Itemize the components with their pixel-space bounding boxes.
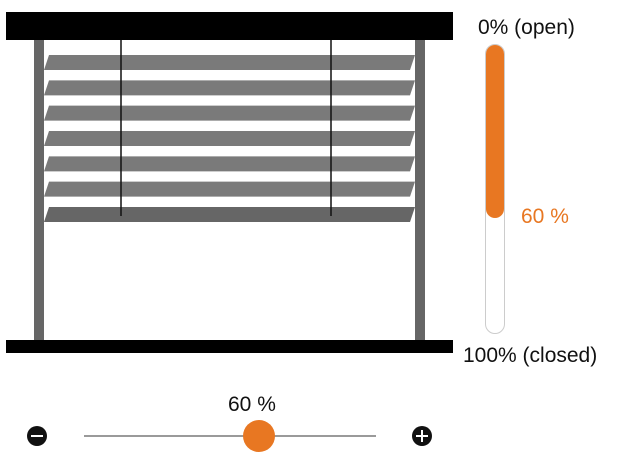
level-indicator-fill bbox=[486, 45, 504, 218]
lift-cords bbox=[120, 40, 332, 216]
level-value-label: 60 % bbox=[521, 205, 569, 228]
level-indicator bbox=[485, 44, 505, 334]
open-label: 0% (open) bbox=[478, 16, 575, 39]
left-frame-post bbox=[34, 40, 44, 340]
right-frame-post bbox=[415, 40, 425, 340]
position-slider-thumb[interactable] bbox=[243, 420, 276, 452]
position-slider-track[interactable] bbox=[84, 435, 376, 437]
increase-button[interactable] bbox=[412, 426, 432, 446]
slider-value-label: 60 % bbox=[228, 393, 276, 416]
slat bbox=[44, 131, 415, 146]
slat bbox=[44, 80, 415, 96]
slat bbox=[44, 207, 415, 222]
bottom-rail bbox=[6, 340, 453, 353]
slat bbox=[44, 156, 415, 172]
slat bbox=[44, 181, 415, 197]
head-rail bbox=[6, 12, 453, 40]
blind-illustration bbox=[6, 12, 453, 353]
decrease-button[interactable] bbox=[27, 426, 47, 446]
slat bbox=[44, 55, 415, 70]
slats bbox=[44, 55, 415, 222]
closed-label: 100% (closed) bbox=[463, 344, 598, 367]
slat bbox=[44, 105, 415, 121]
minus-icon bbox=[31, 435, 43, 437]
